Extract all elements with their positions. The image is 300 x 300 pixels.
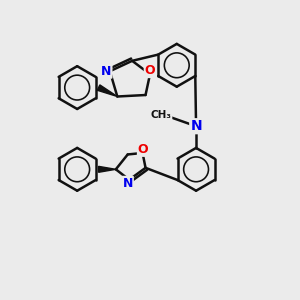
Text: N: N <box>190 119 202 133</box>
Text: N: N <box>122 177 133 190</box>
Text: O: O <box>145 64 155 77</box>
Text: N: N <box>101 65 112 78</box>
Text: CH₃: CH₃ <box>151 110 172 120</box>
Text: O: O <box>138 143 148 156</box>
Polygon shape <box>97 85 117 97</box>
Polygon shape <box>99 166 116 172</box>
